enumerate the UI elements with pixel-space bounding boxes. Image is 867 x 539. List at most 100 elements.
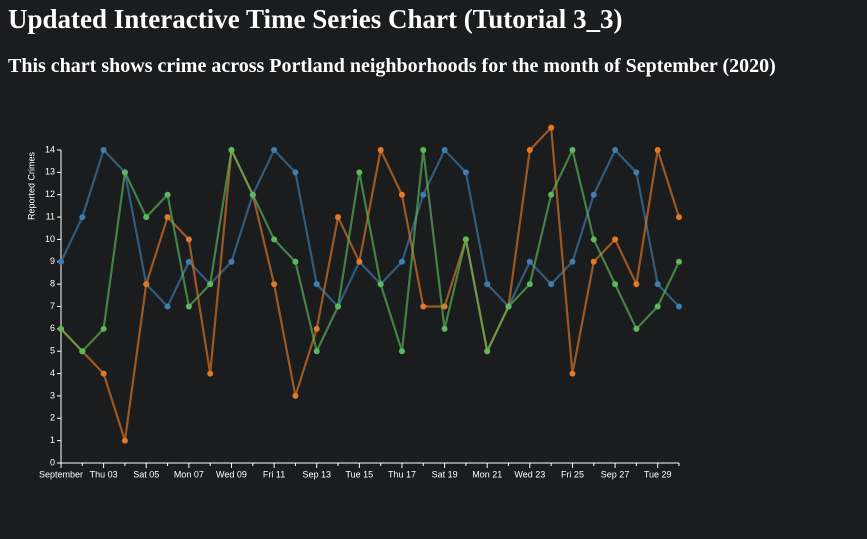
point (548, 191, 555, 198)
point (526, 147, 533, 153)
point (271, 281, 278, 288)
x-tick-label: Sep 27 (601, 469, 630, 479)
point (313, 281, 320, 288)
point (590, 236, 597, 243)
point (441, 325, 448, 332)
point (207, 281, 214, 288)
point (484, 348, 491, 355)
point (356, 258, 363, 265)
point (143, 214, 150, 221)
x-tick-label: September (39, 469, 83, 479)
point (633, 281, 640, 288)
point (633, 325, 640, 332)
point (100, 147, 107, 153)
subtitle: This chart shows crime across Portland n… (8, 55, 776, 77)
point (590, 191, 597, 198)
point (420, 147, 427, 153)
y-tick-label: 8 (50, 279, 55, 289)
y-tick-label: 13 (45, 167, 55, 177)
point (676, 258, 682, 265)
x-tick-label: Mon 21 (472, 469, 502, 479)
point (143, 281, 150, 288)
point (185, 236, 192, 243)
point (185, 258, 192, 265)
point (100, 370, 107, 377)
point (526, 281, 533, 288)
x-tick-label: Sat 19 (432, 469, 458, 479)
y-tick-label: 6 (50, 323, 55, 333)
point (398, 191, 405, 198)
point (526, 258, 533, 265)
point (548, 124, 555, 131)
series-line (60, 146, 680, 355)
point (79, 214, 86, 221)
point (377, 281, 384, 288)
point (676, 214, 682, 221)
point (654, 147, 661, 153)
x-tick-label: Mon 07 (174, 469, 204, 479)
x-tick-label: Thu 17 (388, 469, 416, 479)
point (612, 281, 619, 288)
point (58, 325, 64, 332)
point (398, 348, 405, 355)
point (292, 258, 299, 265)
y-tick-label: 2 (50, 413, 55, 423)
point (58, 258, 64, 265)
point (420, 303, 427, 310)
point (121, 437, 128, 444)
point (271, 147, 278, 153)
series-line (60, 147, 680, 309)
point (313, 348, 320, 355)
x-tick-label: Tue 15 (346, 469, 374, 479)
point (79, 348, 86, 355)
y-tick-label: 10 (45, 234, 55, 244)
series-line (60, 125, 681, 441)
x-tick-label: Tue 29 (644, 469, 672, 479)
point (462, 169, 469, 176)
point (313, 325, 320, 332)
point (590, 258, 597, 265)
y-axis-label: Reported Crimes (26, 151, 36, 220)
point (654, 303, 661, 310)
y-tick-label: 14 (45, 144, 55, 154)
point (164, 191, 171, 198)
point (569, 147, 576, 153)
point (612, 147, 619, 153)
point (420, 191, 427, 198)
point (356, 169, 363, 176)
point (676, 303, 682, 310)
x-tick-label: Wed 23 (514, 469, 545, 479)
point (121, 169, 128, 176)
point (441, 147, 448, 153)
point (292, 392, 299, 399)
point (398, 258, 405, 265)
point (228, 147, 235, 153)
point (548, 281, 555, 288)
point (569, 370, 576, 377)
point (505, 303, 512, 310)
y-tick-label: 9 (50, 256, 55, 266)
point (462, 236, 469, 243)
y-tick-label: 4 (50, 368, 55, 378)
point (484, 281, 491, 288)
point (377, 147, 384, 153)
point (654, 281, 661, 288)
y-tick-label: 5 (50, 346, 55, 356)
point (271, 236, 278, 243)
x-tick-label: Fri 25 (561, 469, 584, 479)
x-tick-label: Sat 05 (133, 469, 159, 479)
x-tick-label: Sep 13 (302, 469, 331, 479)
point (335, 214, 342, 221)
y-tick-label: 1 (50, 435, 55, 445)
point (164, 303, 171, 310)
x-tick-label: Fri 11 (263, 469, 285, 479)
y-tick-label: 11 (46, 211, 55, 221)
point (185, 303, 192, 310)
point (292, 169, 299, 176)
point (612, 236, 619, 243)
title: Updated Interactive Time Series Chart (T… (8, 4, 623, 34)
point (569, 258, 576, 265)
point (633, 169, 640, 176)
